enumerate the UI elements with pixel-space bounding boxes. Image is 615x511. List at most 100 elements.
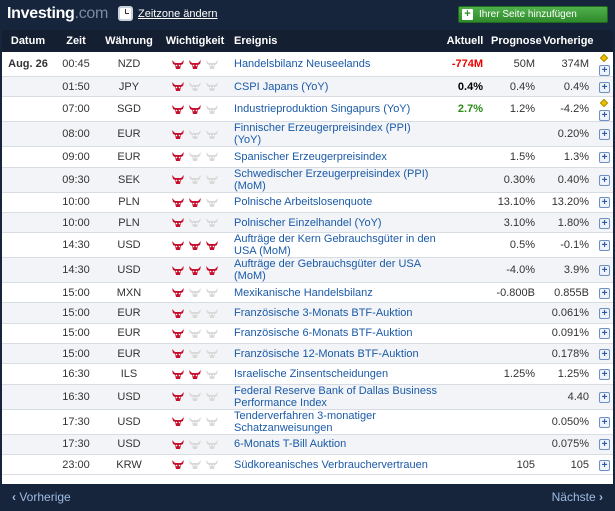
plus-icon: + — [462, 9, 473, 20]
cell-time: 17:30 — [54, 434, 98, 455]
table-row[interactable]: Aug. 26 00:45 NZD Handelsbilanz Neuseelands… — [2, 52, 613, 77]
cell-expand: + — [595, 282, 613, 304]
table-row[interactable]: 07:00 SGD Industrieproduktion Singapurs (Y… — [2, 96, 613, 123]
expand-icon[interactable]: + — [599, 328, 610, 340]
next-button[interactable]: Nächste › — [552, 490, 603, 504]
expand-icon[interactable]: + — [599, 129, 610, 141]
table-row[interactable]: 15:00 EUR Französische 12-Monats BTF-Aukti… — [2, 343, 613, 365]
expand-icon[interactable]: + — [599, 308, 610, 320]
event-link[interactable]: Finnischer Erzeugerpreisindex (PPI) (YoY… — [230, 121, 441, 148]
cell-actual — [441, 282, 489, 304]
event-link[interactable]: Aufträge der Gebrauchsgüter der USA (MoM… — [230, 257, 441, 284]
cell-previous: 4.40 — [541, 384, 595, 410]
bull-icon — [188, 59, 202, 70]
bull-icon — [205, 217, 219, 228]
cell-currency: EUR — [98, 121, 160, 148]
expand-icon[interactable]: + — [599, 369, 610, 381]
table-row[interactable]: 23:00 KRW Südkoreanisches Verbrauchervertr… — [2, 454, 613, 476]
bull-icon — [188, 328, 202, 339]
expand-icon[interactable]: + — [599, 391, 610, 403]
event-link[interactable]: Südkoreanisches Verbrauchervertrauen — [230, 454, 441, 476]
event-link[interactable]: Polnischer Einzelhandel (YoY) — [230, 212, 441, 234]
table-row[interactable]: 15:00 EUR Französische 3-Monats BTF-Auktio… — [2, 302, 613, 324]
cell-importance — [160, 409, 230, 435]
cell-date — [2, 434, 54, 455]
expand-icon[interactable]: + — [599, 240, 610, 252]
cell-currency: USD — [98, 409, 160, 435]
event-link[interactable]: Französische 12-Monats BTF-Auktion — [230, 343, 441, 365]
event-link[interactable]: Israelische Zinsentscheidungen — [230, 363, 441, 385]
expand-icon[interactable]: + — [599, 65, 610, 76]
expand-icon[interactable]: + — [599, 287, 610, 299]
cell-date: Aug. 26 — [2, 52, 54, 77]
timezone-link[interactable]: Zeitzone ändern — [138, 7, 218, 20]
event-link[interactable]: 6-Monats T-Bill Auktion — [230, 434, 441, 455]
table-row[interactable]: 15:00 MXN Mexikanische Handelsbilanz -0.800… — [2, 282, 613, 304]
bull-icon — [171, 369, 185, 380]
expand-icon[interactable]: + — [599, 197, 610, 209]
cell-previous: 1.25% — [541, 363, 595, 385]
event-link[interactable]: Spanischer Erzeugerpreisindex — [230, 146, 441, 168]
table-row[interactable]: 17:30 USD 6-Monats T-Bill Auktion 0.075% + — [2, 434, 613, 455]
cell-expand: + — [595, 76, 613, 98]
table-row[interactable]: 16:30 USD Federal Reserve Bank of Dallas B… — [2, 384, 613, 410]
expand-icon[interactable]: + — [599, 265, 610, 277]
expand-icon[interactable]: + — [599, 348, 610, 360]
cell-forecast: 1.2% — [489, 96, 541, 123]
cell-time: 09:30 — [54, 167, 98, 193]
event-link[interactable]: Handelsbilanz Neuseelands — [230, 52, 441, 77]
cell-expand: + — [595, 96, 613, 123]
event-link[interactable]: CSPI Japans (YoY) — [230, 76, 441, 98]
event-link[interactable]: Tenderverfahren 3-monatiger Schatzanweis… — [230, 409, 441, 435]
table-header-row: Datum Zeit Währung Wichtigkeit Ereignis Aktue… — [2, 30, 613, 52]
event-link[interactable]: Schwedischer Erzeugerpreisindex (PPI) (M… — [230, 167, 441, 193]
cell-importance — [160, 52, 230, 77]
expand-icon[interactable]: + — [599, 81, 610, 93]
table-row[interactable]: 10:00 PLN Polnische Arbeitslosenquote 13.10… — [2, 192, 613, 213]
timezone-control[interactable]: Zeitzone ändern — [118, 6, 218, 21]
bull-icon — [171, 174, 185, 185]
table-row[interactable]: 17:30 USD Tenderverfahren 3-monatiger Scha… — [2, 409, 613, 435]
cell-previous: 13.20% — [541, 192, 595, 213]
cell-time: 15:00 — [54, 323, 98, 345]
expand-icon[interactable]: + — [599, 174, 610, 186]
table-row[interactable]: 15:00 EUR Französische 6-Monats BTF-Auktio… — [2, 323, 613, 345]
previous-button[interactable]: ‹ Vorherige — [12, 490, 71, 504]
event-link[interactable]: Französische 6-Monats BTF-Auktion — [230, 323, 441, 345]
expand-icon[interactable]: + — [599, 459, 610, 471]
table-row[interactable]: 08:00 EUR Finnischer Erzeugerpreisindex (P… — [2, 121, 613, 148]
expand-icon[interactable]: + — [599, 439, 610, 451]
expand-icon[interactable]: + — [599, 110, 610, 122]
table-row[interactable]: 14:30 USD Aufträge der Gebrauchsgüter der … — [2, 257, 613, 284]
event-link[interactable]: Industrieproduktion Singapurs (YoY) — [230, 96, 441, 123]
event-link[interactable]: Polnische Arbeitslosenquote — [230, 192, 441, 213]
table-row[interactable]: 09:00 EUR Spanischer Erzeugerpreisindex 1.5… — [2, 146, 613, 168]
table-row[interactable]: 16:30 ILS Israelische Zinsentscheidungen 1.… — [2, 363, 613, 385]
event-link[interactable]: Mexikanische Handelsbilanz — [230, 282, 441, 304]
event-link[interactable]: Französische 3-Monats BTF-Auktion — [230, 302, 441, 324]
cell-actual — [441, 192, 489, 213]
cell-actual — [441, 167, 489, 193]
expand-icon[interactable]: + — [599, 416, 610, 428]
table-row[interactable]: 01:50 JPY CSPI Japans (YoY) 0.4% 0.4% 0.4% + — [2, 76, 613, 98]
bull-icon — [205, 348, 219, 359]
cell-time: 15:00 — [54, 302, 98, 324]
table-row[interactable]: 10:00 PLN Polnischer Einzelhandel (YoY) 3.1… — [2, 212, 613, 234]
bull-icon — [188, 265, 202, 276]
revised-marker-icon — [599, 99, 609, 108]
table-row[interactable]: 09:30 SEK Schwedischer Erzeugerpreisindex … — [2, 167, 613, 193]
investing-logo[interactable]: Investing.com — [7, 5, 109, 22]
table-row[interactable]: 14:30 USD Aufträge der Kern Gebrauchsgüter… — [2, 232, 613, 259]
event-link[interactable]: Federal Reserve Bank of Dallas Business … — [230, 384, 441, 410]
cell-currency: JPY — [98, 76, 160, 98]
bull-icon — [188, 81, 202, 92]
add-to-site-button[interactable]: + Ihrer Seite hinzufügen — [458, 6, 608, 23]
chevron-left-icon: ‹ — [12, 490, 16, 504]
cell-time: 17:30 — [54, 409, 98, 435]
event-link[interactable]: Aufträge der Kern Gebrauchsgüter in den … — [230, 232, 441, 259]
bull-icon — [205, 459, 219, 470]
expand-icon[interactable]: + — [599, 217, 610, 229]
cell-previous: 0.178% — [541, 343, 595, 365]
clock-icon[interactable] — [118, 6, 133, 21]
expand-icon[interactable]: + — [599, 151, 610, 163]
